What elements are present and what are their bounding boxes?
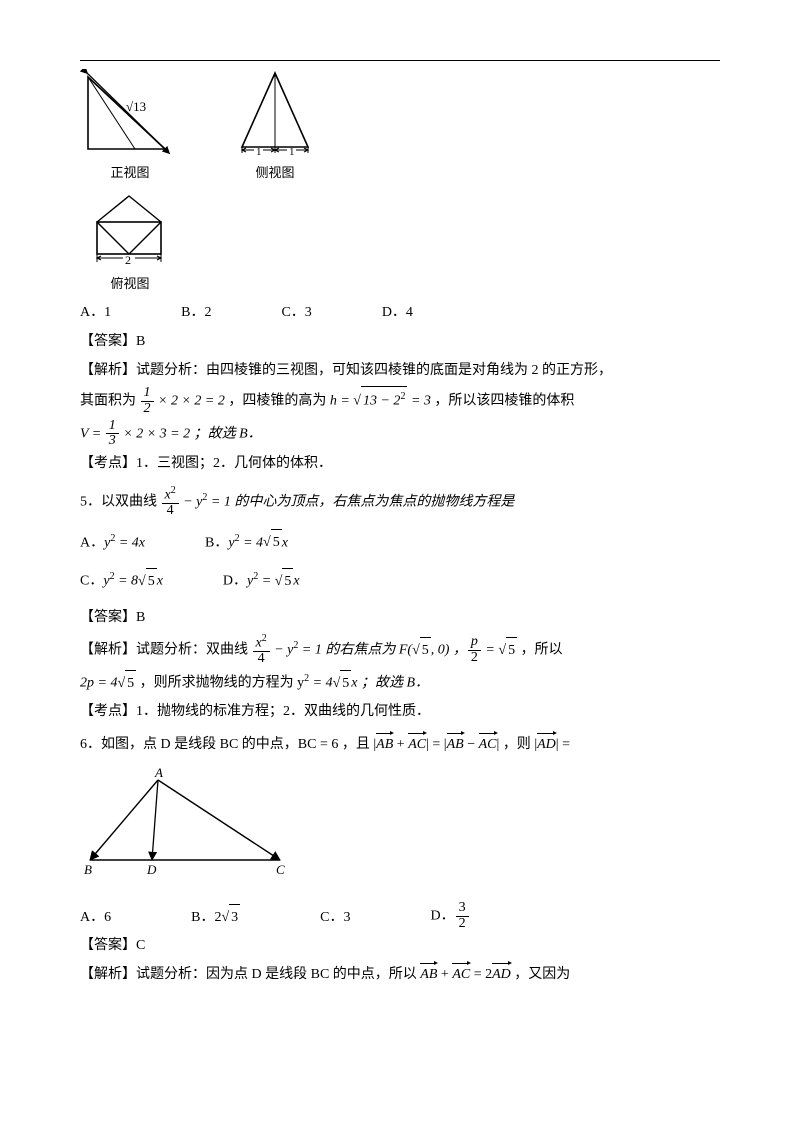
q4-choice-d: D．4 <box>382 300 413 327</box>
top-view-svg: 2 <box>85 192 175 270</box>
q6-choice-b: B．2√3 <box>191 904 240 932</box>
q4-point: 【考点】1．三视图；2．几何体的体积． <box>80 451 720 478</box>
q6-analysis: 【解析】试题分析：因为点 D 是线段 BC 的中点，所以 AB + AC = 2… <box>80 962 720 989</box>
front-view: √13 正视图 <box>80 69 180 186</box>
side-view-svg: 1 1 <box>230 67 320 159</box>
page-top-rule <box>80 60 720 61</box>
q4-answer: 【答案】B <box>80 329 720 356</box>
q5-stem: 5．以双曲线 x24 − y2 = 1 的中心为顶点，右焦点为焦点的抛物线方程是 <box>80 486 720 519</box>
q4-choice-c: C．3 <box>281 300 311 327</box>
q5-choice-b: B．y2 = 4√5x <box>205 529 288 557</box>
svg-text:1: 1 <box>256 146 262 158</box>
q5-choice-d: D．y2 = √5x <box>223 567 300 595</box>
side-view: 1 1 侧视图 <box>230 67 320 186</box>
q4-analysis-2: 其面积为 12 × 2 × 2 = 2 ，四棱锥的高为 h = √13 − 22… <box>80 386 720 417</box>
three-view-figures: √13 正视图 1 1 侧视图 <box>80 67 720 186</box>
front-view-caption: 正视图 <box>110 161 149 186</box>
svg-text:1: 1 <box>289 146 295 158</box>
q4-choice-a: A．1 <box>80 300 111 327</box>
q4-choices: A．1 B．2 C．3 D．4 <box>80 300 720 327</box>
q4-analysis-1: 【解析】试题分析：由四棱锥的三视图，可知该四棱锥的底面是对角线为 2 的正方形， <box>80 358 720 385</box>
svg-text:D: D <box>146 862 157 877</box>
q6-choices: A．6 B．2√3 C．3 D．32 <box>80 901 720 931</box>
front-view-svg: √13 <box>80 69 180 159</box>
q5-point: 【考点】1．抛物线的标准方程；2．双曲线的几何性质． <box>80 699 720 726</box>
q6-choice-c: C．3 <box>320 905 350 932</box>
q6-choice-d: D．32 <box>431 901 470 931</box>
svg-text:√13: √13 <box>126 99 146 114</box>
q4-volume: V = 13 × 2 × 3 = 2 ；故选 B． <box>80 419 720 449</box>
q5-choices: A．y2 = 4x B．y2 = 4√5x C．y2 = 8√5x D．y2 =… <box>80 529 720 596</box>
q6-figure: A B D C <box>80 768 300 878</box>
q5-choice-c: C．y2 = 8√5x <box>80 567 163 595</box>
q5-analysis-2: 2p = 4√5 ，则所求抛物线的方程为 y2 = 4√5x ；故选 B． <box>80 669 720 697</box>
svg-text:A: A <box>154 768 163 780</box>
svg-text:B: B <box>84 862 92 877</box>
q5-answer: 【答案】B <box>80 605 720 632</box>
q6-stem: 6．如图，点 D 是线段 BC 的中点，BC = 6 ，且 |AB + AC| … <box>80 732 720 759</box>
q5-choice-a: A．y2 = 4x <box>80 529 145 557</box>
svg-text:2: 2 <box>125 253 131 267</box>
side-view-caption: 侧视图 <box>255 161 294 186</box>
top-view-caption: 俯视图 <box>110 272 149 297</box>
q5-analysis-1: 【解析】试题分析：双曲线 x24 − y2 = 1 的右焦点为 F(√5, 0)… <box>80 634 720 667</box>
q6-answer: 【答案】C <box>80 933 720 960</box>
top-view: 2 俯视图 <box>80 192 180 297</box>
svg-text:C: C <box>276 862 285 877</box>
q4-choice-b: B．2 <box>181 300 211 327</box>
q6-choice-a: A．6 <box>80 905 111 932</box>
